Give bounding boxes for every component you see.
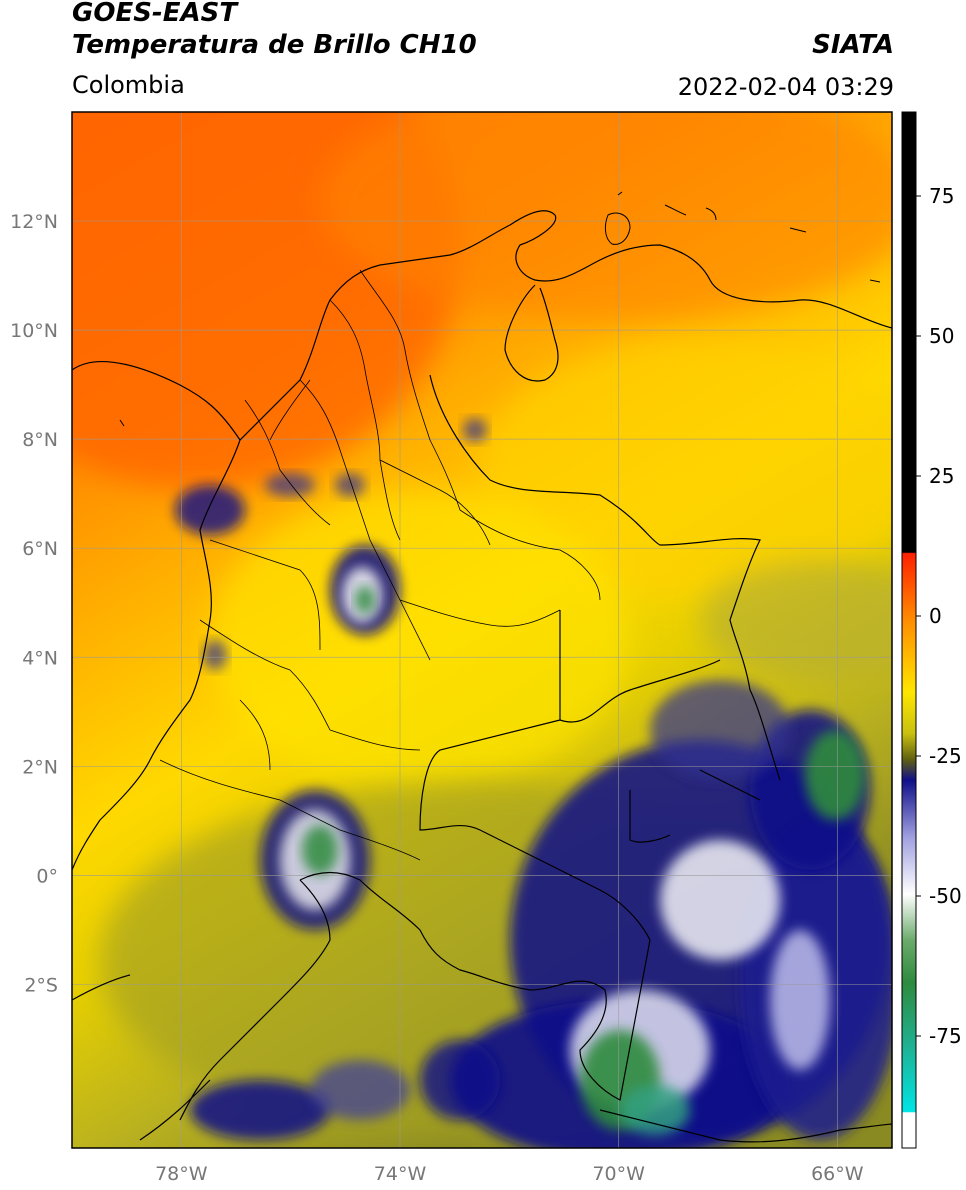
latitude-tick-label: 6°N (22, 538, 58, 560)
department-borders (159, 269, 601, 861)
colorbar-tick-label: 25 (929, 464, 954, 488)
country-borders (72, 210, 892, 1143)
colorbar-tick-label: -50 (929, 884, 962, 908)
colorbar-tick-label: 50 (929, 324, 954, 348)
longitude-tick-label: 74°W (374, 1163, 427, 1185)
colorbar-ticks: 75 50 25 0 -25 -50 -75 (916, 184, 962, 1048)
latitude-tick-label: 4°N (22, 647, 58, 669)
latitude-tick-label: 2°S (24, 974, 58, 996)
map-frame (71, 111, 893, 1149)
latitude-tick-label: 2°N (22, 756, 58, 778)
latitude-tick-label: 12°N (10, 211, 58, 233)
product-title: Temperatura de Brillo CH10 (72, 30, 477, 60)
colorbar-tick-label: 75 (929, 184, 954, 208)
latitude-tick-label: 0° (36, 865, 58, 887)
region-label: Colombia (72, 71, 185, 99)
longitude-tick-label: 70°W (592, 1163, 645, 1185)
brightness-temperature-field (72, 112, 892, 1148)
longitude-labels: 78°W 74°W 70°W 66°W (155, 1163, 864, 1185)
colorbar-tick-label: 0 (929, 604, 942, 628)
colorbar-scale (902, 112, 916, 1148)
latitude-tick-label: 8°N (22, 429, 58, 451)
agency-label: SIATA (812, 30, 894, 60)
latitude-tick-label: 10°N (10, 320, 58, 342)
islands (119, 191, 881, 427)
latitude-labels: 12°N 10°N 8°N 6°N 4°N 2°N 0° 2°S (10, 211, 58, 996)
longitude-tick-label: 78°W (155, 1163, 208, 1185)
colorbar-tick-label: -75 (929, 1024, 962, 1048)
colorbar: 75 50 25 0 -25 -50 -75 (901, 111, 962, 1149)
longitude-tick-label: 66°W (811, 1163, 864, 1185)
colorbar-tick-label: -25 (929, 744, 962, 768)
datetime-label: 2022-02-04 03:29 (677, 73, 894, 101)
satellite-title: GOES-EAST (72, 0, 238, 28)
colorbar-frame (901, 111, 917, 1149)
graticule (72, 112, 892, 1148)
